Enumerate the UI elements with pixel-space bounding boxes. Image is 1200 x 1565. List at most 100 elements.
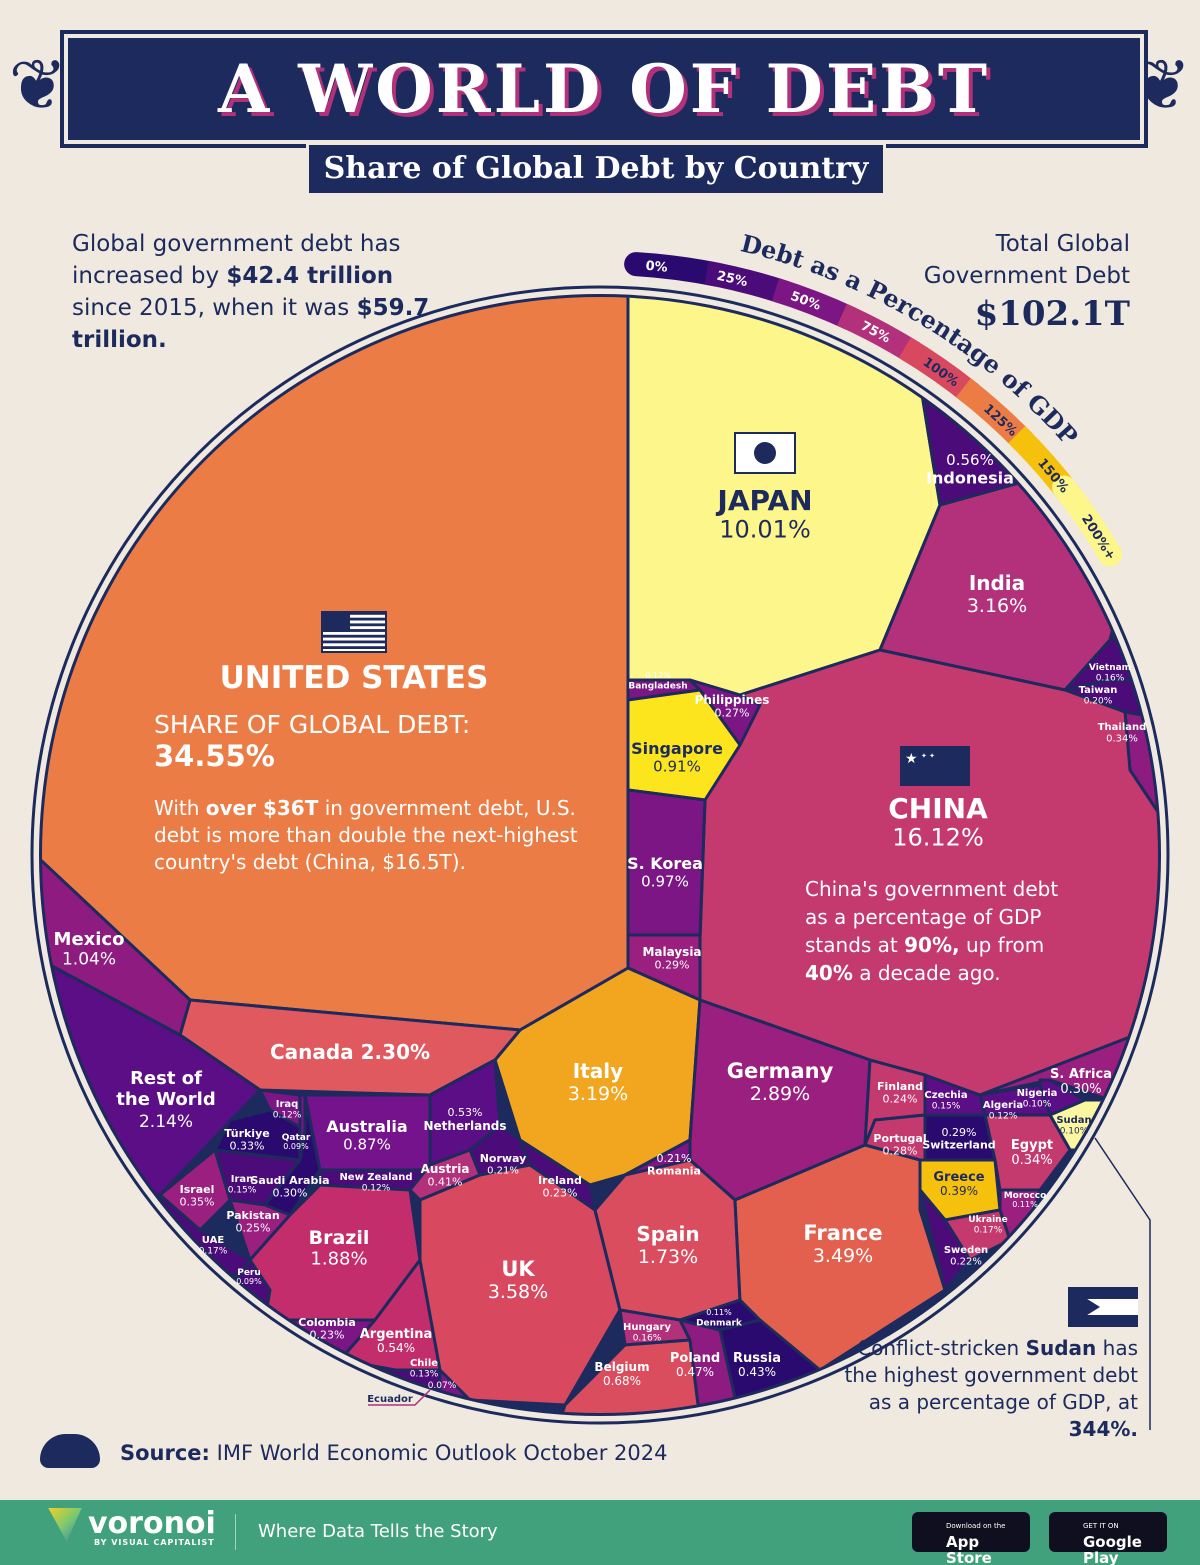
svg-text:Sweden: Sweden xyxy=(944,1245,988,1256)
us-share-label: SHARE OF GLOBAL DEBT: xyxy=(154,710,471,739)
svg-text:Peru: Peru xyxy=(237,1268,261,1278)
voronoi-logo-icon xyxy=(48,1507,82,1542)
svg-text:0.12%: 0.12% xyxy=(362,1183,391,1193)
source-text: IMF World Economic Outlook October 2024 xyxy=(209,1441,668,1465)
svg-text:0.33%: 0.33% xyxy=(230,1140,265,1153)
svg-text:1.04%: 1.04% xyxy=(62,950,116,970)
svg-text:0.15%: 0.15% xyxy=(228,1185,257,1195)
svg-text:0.34%: 0.34% xyxy=(1011,1153,1052,1168)
svg-text:Rest of: Rest of xyxy=(130,1068,202,1089)
svg-text:Spain: Spain xyxy=(636,1222,699,1246)
svg-text:0.23%: 0.23% xyxy=(310,1329,345,1342)
cell-singapore[interactable] xyxy=(626,688,742,802)
svg-text:Norway: Norway xyxy=(480,1152,527,1165)
google-play-button[interactable]: GET IT ON Google Play xyxy=(1049,1512,1167,1565)
label-switzerland: 0.29%Switzerland xyxy=(922,1126,995,1152)
svg-text:Egypt: Egypt xyxy=(1011,1138,1053,1153)
tagline: Where Data Tells the Story xyxy=(235,1514,498,1550)
svg-text:0.21%: 0.21% xyxy=(657,1152,692,1165)
sudan-flag-icon xyxy=(1068,1287,1138,1327)
svg-text:Indonesia: Indonesia xyxy=(926,468,1014,487)
sudan-p1: Conflict-stricken xyxy=(857,1336,1026,1360)
svg-text:Philippines: Philippines xyxy=(695,693,770,707)
svg-text:0.07%: 0.07% xyxy=(428,1381,457,1391)
svg-text:1.73%: 1.73% xyxy=(638,1246,698,1268)
svg-text:0.17%: 0.17% xyxy=(199,1246,228,1256)
app-store-button[interactable]: Download on the App Store xyxy=(912,1512,1030,1565)
svg-text:Pakistan: Pakistan xyxy=(226,1209,279,1222)
us-title: UNITED STATES xyxy=(219,660,489,696)
outer-ring xyxy=(30,285,1170,1425)
intro-text: Global government debt has increased by … xyxy=(72,228,432,356)
intro-line1: Global government debt has increased by xyxy=(72,231,401,289)
china-b1: 90%, xyxy=(904,933,960,957)
svg-text:S. Africa: S. Africa xyxy=(1050,1067,1112,1082)
svg-text:Nigeria: Nigeria xyxy=(1017,1088,1058,1099)
cell-belgium[interactable] xyxy=(558,1338,702,1420)
svg-text:0.41%: 0.41% xyxy=(428,1176,463,1189)
svg-text:3.49%: 3.49% xyxy=(813,1245,873,1267)
cell-uk[interactable] xyxy=(418,1163,622,1407)
label-indonesia: 0.56%Indonesia xyxy=(926,451,1014,487)
svg-text:Ireland: Ireland xyxy=(538,1174,582,1187)
cell-sweden[interactable] xyxy=(918,1188,972,1292)
svg-text:0.17%: 0.17% xyxy=(645,671,671,680)
svg-text:Saudi Arabia: Saudi Arabia xyxy=(250,1174,329,1187)
svg-text:0.16%: 0.16% xyxy=(633,1333,662,1343)
voronoi-logo[interactable]: voronoi BY VISUAL CAPITALIST xyxy=(48,1506,216,1547)
svg-text:0.16%: 0.16% xyxy=(1096,673,1125,683)
svg-text:0.43%: 0.43% xyxy=(738,1365,776,1379)
svg-text:0.11%: 0.11% xyxy=(1012,1200,1038,1209)
sudan-b2: 344%. xyxy=(1068,1417,1138,1441)
svg-text:0.28%: 0.28% xyxy=(883,1145,918,1158)
svg-text:JAPAN: JAPAN xyxy=(715,484,812,517)
svg-text:0.09%: 0.09% xyxy=(283,1142,309,1151)
svg-text:the World: the World xyxy=(116,1089,215,1110)
total-label2: Government Debt xyxy=(923,263,1130,289)
svg-text:Austria: Austria xyxy=(421,1162,470,1176)
total-value: $102.1T xyxy=(974,294,1130,334)
svg-text:Sudan: Sudan xyxy=(1056,1115,1091,1126)
sudan-callout-line xyxy=(1094,1137,1151,1430)
svg-text:Germany: Germany xyxy=(727,1059,834,1083)
svg-text:Switzerland: Switzerland xyxy=(922,1139,995,1152)
svg-text:France: France xyxy=(803,1221,882,1245)
label-canada: Canada 2.30% xyxy=(270,1040,430,1064)
svg-text:CHINA: CHINA xyxy=(888,792,988,825)
brand-by: BY VISUAL CAPITALIST xyxy=(94,1537,215,1547)
us-flag-icon xyxy=(321,611,387,653)
svg-text:Portugal: Portugal xyxy=(873,1132,926,1145)
svg-text:India: India xyxy=(969,571,1025,595)
svg-text:0.91%: 0.91% xyxy=(653,757,701,775)
svg-text:0.10%: 0.10% xyxy=(1060,1126,1089,1136)
svg-text:0.68%: 0.68% xyxy=(603,1374,641,1388)
source-label: Source: xyxy=(120,1441,210,1465)
svg-text:2.89%: 2.89% xyxy=(750,1083,810,1105)
cell-philippines[interactable] xyxy=(688,678,762,747)
svg-text:2.14%: 2.14% xyxy=(139,1112,193,1132)
us-desc1: With xyxy=(154,796,206,820)
svg-text:16.12%: 16.12% xyxy=(892,824,984,852)
svg-text:Romania: Romania xyxy=(647,1165,701,1178)
us-share: SHARE OF GLOBAL DEBT: 34.55% xyxy=(154,710,594,773)
china-p2: up from xyxy=(959,933,1045,957)
china-flag-icon: ★ ✦ ✦ xyxy=(900,746,970,786)
